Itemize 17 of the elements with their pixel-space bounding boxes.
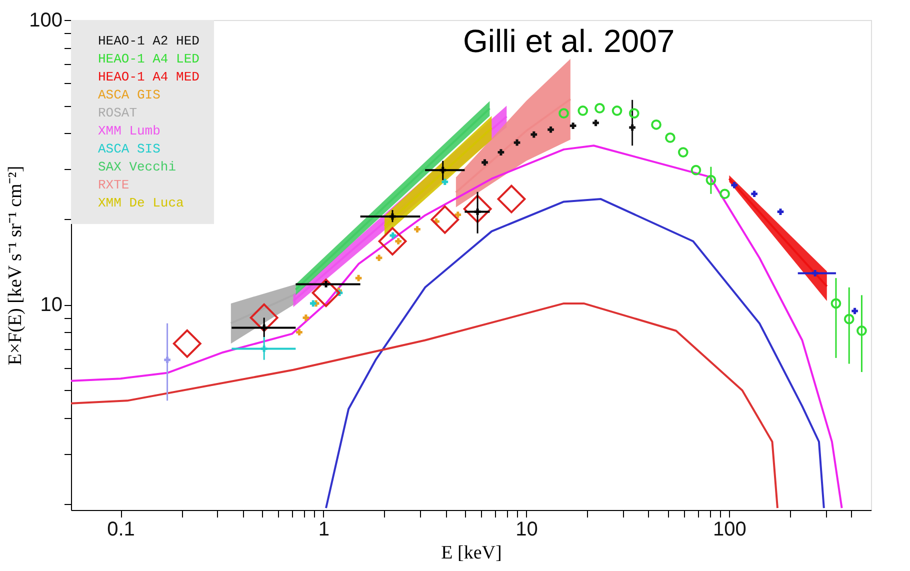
text: ASCA GIS — [98, 88, 161, 102]
x-axis-title: E [keV] — [441, 542, 502, 564]
text: HEAO-1 A2 HED — [98, 34, 200, 48]
x-tick-label: 1 — [318, 518, 330, 540]
annotation: Gilli et al. 2007 — [463, 23, 675, 59]
y-axis-title: E×F(E) [keV s⁻¹ sr⁻¹ cm⁻²] — [5, 166, 26, 366]
text: XMM Lumb — [98, 124, 160, 138]
x-tick-label: 0.1 — [107, 518, 135, 540]
text: ROSAT — [98, 106, 138, 120]
text: ASCA SIS — [98, 142, 161, 156]
text: XMM De Luca — [98, 196, 184, 210]
x-tick-label: 100 — [713, 518, 746, 540]
text: RXTE — [98, 178, 130, 192]
text: HEAO-1 A4 LED — [98, 52, 200, 66]
text: HEAO-1 A4 MED — [98, 70, 200, 84]
x-tick-label: 10 — [516, 518, 538, 540]
text: SAX Vecchi — [98, 160, 176, 174]
